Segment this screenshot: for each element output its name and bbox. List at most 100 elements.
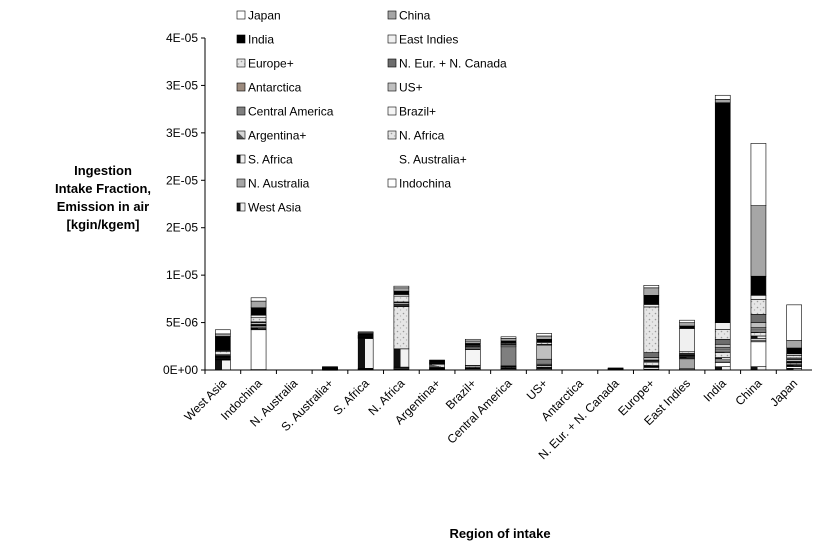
bar-segment: [429, 363, 445, 368]
bar-segment: [250, 329, 267, 370]
bar-segment: [215, 359, 231, 371]
y-axis-label-line-1: Ingestion: [74, 163, 132, 178]
y-axis-label: Ingestion Intake Fraction, Emission in a…: [18, 162, 188, 234]
legend-label: S. Africa: [248, 153, 293, 167]
bar-segment: [750, 332, 767, 337]
bar-segment: [714, 94, 731, 100]
legend-swatch: [236, 10, 246, 20]
bar-segment: [215, 333, 231, 337]
legend-swatch: [236, 82, 246, 92]
bar-segment: [786, 304, 802, 341]
x-tick-label: China: [732, 376, 764, 408]
bar-segment: [786, 340, 802, 349]
bar-segment: [643, 294, 660, 305]
bar-segment: [429, 359, 445, 361]
y-tick-label: 3E-05: [166, 78, 198, 92]
bar-segment: [393, 285, 410, 289]
bar-segment: [643, 285, 660, 289]
x-tick-label: US+: [524, 376, 551, 403]
bar-segment: [215, 351, 231, 355]
bar-segment: [679, 328, 695, 353]
bar-segment: [500, 336, 517, 339]
bar-segment: [357, 338, 374, 369]
bar-segment: [750, 322, 767, 328]
bar-segment: [679, 358, 695, 370]
legend-swatch: [236, 34, 246, 44]
bar-segment: [536, 344, 553, 360]
bar-segment: [786, 347, 802, 355]
bar-segment: [536, 335, 553, 340]
x-tick-label: Japan: [767, 376, 800, 409]
legend-label: West Asia: [248, 201, 301, 215]
legend-label: Indochina: [399, 177, 451, 191]
bar-segment: [393, 306, 410, 350]
bar-segment: [357, 331, 374, 333]
legend-label: N. Africa: [399, 129, 445, 143]
bar-segment: [643, 357, 660, 361]
legend-label: S. Australia+: [399, 153, 467, 167]
bar-segment: [679, 325, 695, 329]
y-tick-label: 4E-05: [166, 31, 198, 45]
bar-segment: [714, 347, 731, 351]
bar-segment: [714, 362, 731, 367]
bar-segment: [464, 340, 481, 344]
legend-swatch: [236, 202, 246, 212]
x-axis-label: Region of intake: [449, 526, 551, 541]
bar-segment: [464, 349, 481, 366]
bar-segment: [215, 329, 231, 335]
legend-label: China: [399, 9, 431, 23]
legend-label: US+: [399, 81, 423, 95]
legend-swatch: [236, 178, 246, 188]
x-tick-label: India: [701, 376, 730, 405]
bar-segment: [322, 366, 338, 368]
bar-segment: [643, 306, 660, 353]
bar-segment: [250, 300, 267, 309]
legend-swatch: [387, 34, 397, 44]
bar-segment: [250, 307, 267, 316]
bar-segment: [714, 102, 731, 323]
bar-segment: [714, 99, 731, 104]
bar-segment: [393, 295, 410, 303]
bar-segment: [679, 322, 695, 327]
bar-segment: [750, 143, 767, 206]
bar-segment: [714, 343, 731, 348]
bar-segment: [536, 333, 553, 337]
legend-label: Japan: [248, 9, 281, 23]
legend-swatch: [236, 154, 246, 164]
bar-segment: [393, 290, 410, 295]
bar-segment: [643, 304, 660, 308]
legend-label: Central America: [248, 105, 334, 119]
bar-segment: [750, 294, 767, 300]
bar-segment: [643, 361, 660, 366]
bar-segment: [215, 336, 231, 351]
bar-segment: [250, 314, 267, 319]
legend-swatch: [387, 10, 397, 20]
x-tick-label: Central America: [444, 376, 514, 446]
bar-segment: [750, 275, 767, 296]
y-axis-label-line-2: Intake Fraction,: [54, 181, 152, 196]
bar-segment: [500, 346, 517, 367]
bar-segment: [750, 299, 767, 315]
bar-segment: [750, 205, 767, 277]
bar-segment: [714, 352, 731, 358]
legend-label: N. Australia: [248, 177, 310, 191]
bar-segment: [714, 322, 731, 330]
y-axis-label-line-4: [kgin/kgem]: [66, 217, 140, 232]
bar-segment: [250, 317, 267, 323]
bar-segment: [643, 352, 660, 358]
bar-segment: [750, 341, 767, 367]
bar-segment: [714, 338, 731, 345]
x-tick-label: S. Africa: [330, 376, 372, 418]
bar-segment: [714, 329, 731, 340]
y-tick-label: 2E-05: [166, 173, 198, 187]
legend-swatch: [387, 58, 397, 68]
legend-swatch: [387, 178, 397, 188]
bar-segment: [393, 348, 410, 368]
legend-label: India: [248, 33, 274, 47]
bar-segment: [750, 314, 767, 323]
bar-segment: [464, 338, 481, 342]
bar-segment: [536, 338, 553, 343]
bar-segment: [786, 355, 802, 359]
y-tick-label: 5E-06: [166, 316, 198, 330]
